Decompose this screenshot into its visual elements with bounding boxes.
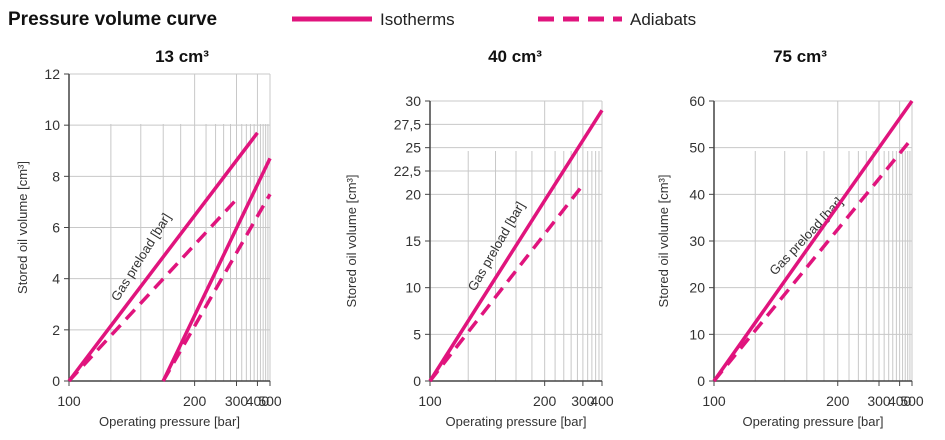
y-tick-label: 0 [413,373,421,389]
x-tick-label: 500 [900,393,924,409]
panel-title: 40 cm³ [488,47,542,66]
legend: Isotherms Adiabats [292,10,696,29]
x-tick-label: 500 [258,393,282,409]
y-tick-label: 0 [52,373,60,389]
y-tick-label: 50 [689,140,705,156]
isotherm-line [428,109,604,382]
isotherm-line [161,157,272,382]
y-tick-label: 10 [405,280,421,296]
isotherm-line [712,99,914,383]
adiabat-line [161,193,272,382]
y-tick-label: 10 [689,326,705,342]
x-tick-label: 200 [183,393,207,409]
x-axis-label: Operating pressure [bar] [446,414,587,429]
y-tick-label: 15 [405,233,421,249]
y-tick-label: 60 [689,93,705,109]
y-tick-label: 4 [52,271,60,287]
y-tick-label: 12 [44,66,60,82]
y-tick-label: 0 [697,373,705,389]
y-tick-label: 10 [44,117,60,133]
legend-adiabats-label: Adiabats [630,10,696,29]
x-axis-label: Operating pressure [bar] [99,414,240,429]
y-tick-label: 30 [689,233,705,249]
x-tick-label: 300 [225,393,249,409]
isotherm-line [67,131,259,383]
x-tick-label: 200 [533,393,557,409]
y-tick-label: 20 [405,186,421,202]
y-tick-label: 25 [405,140,421,156]
legend-isotherms-label: Isotherms [380,10,455,29]
x-tick-label: 100 [418,393,442,409]
y-tick-label: 2 [52,322,60,338]
x-tick-label: 300 [571,393,595,409]
gas-preload-annotation: Gas preload [bar] [766,194,845,278]
y-tick-label: 40 [689,186,705,202]
x-tick-label: 200 [826,393,850,409]
x-tick-label: 100 [702,393,726,409]
y-axis-label: Stored oil volume [cm³] [15,161,30,294]
y-axis-label: Stored oil volume [cm³] [344,175,359,308]
y-tick-label: 22,5 [394,163,421,179]
x-tick-label: 400 [590,393,614,409]
x-tick-label: 400 [888,393,912,409]
x-axis-label: Operating pressure [bar] [743,414,884,429]
panel-title: 13 cm³ [155,47,209,66]
x-tick-label: 400 [246,393,270,409]
x-tick-label: 100 [57,393,81,409]
y-tick-label: 30 [405,93,421,109]
y-axis-label: Stored oil volume [cm³] [656,175,671,308]
y-tick-label: 5 [413,326,421,342]
x-tick-label: 300 [867,393,891,409]
y-tick-label: 20 [689,280,705,296]
y-tick-label: 6 [52,220,60,236]
y-tick-label: 8 [52,168,60,184]
panel-title: 75 cm³ [773,47,827,66]
page-title: Pressure volume curve [8,9,217,30]
adiabat-line [712,137,914,383]
y-tick-label: 27,5 [394,116,421,132]
